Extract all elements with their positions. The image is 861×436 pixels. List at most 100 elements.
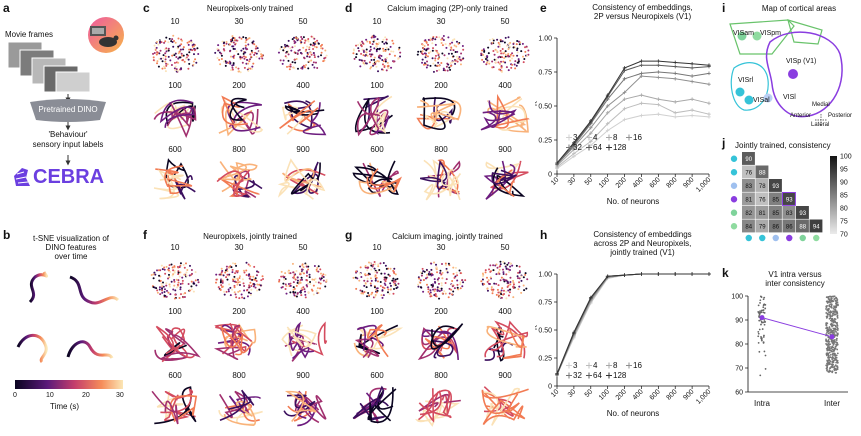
embedding-point <box>373 286 376 289</box>
legend-marker-16 <box>626 362 632 369</box>
embedding-point <box>179 262 182 265</box>
embedding-point <box>522 284 525 287</box>
embedding-point <box>161 67 164 70</box>
series-point-3 <box>605 128 610 133</box>
embedding-point <box>304 39 307 42</box>
embedding-point <box>500 276 503 279</box>
embedding-point <box>284 283 287 286</box>
inter-point <box>828 358 830 360</box>
embedding-point <box>385 46 388 49</box>
embedding-point <box>231 271 234 274</box>
embedding-d-100 <box>354 95 394 137</box>
embedding-point <box>177 279 180 282</box>
inter-point <box>832 314 834 317</box>
embedding-point <box>231 35 234 38</box>
inter-point <box>831 299 834 302</box>
series-line-128 <box>556 60 710 164</box>
embedding-point <box>423 52 426 55</box>
embedding-point <box>223 49 226 52</box>
embedding-point <box>508 291 511 294</box>
grid-label-50: 50 <box>501 17 510 26</box>
embedding-point <box>173 278 176 281</box>
embedding-point <box>482 275 485 278</box>
embedding-trajectory <box>218 161 252 181</box>
embedding-point <box>426 273 429 276</box>
intra-point <box>762 306 765 309</box>
embedding-point <box>428 273 431 276</box>
embedding-point <box>320 272 323 275</box>
embedding-point <box>233 37 236 40</box>
legend-label-64: 64 <box>593 371 602 380</box>
embedding-point <box>245 273 248 276</box>
embedding-point <box>195 61 198 64</box>
embedding-point <box>321 43 324 46</box>
embedding-point <box>187 54 190 57</box>
embedding-point <box>313 66 316 69</box>
embedding-point <box>369 277 372 280</box>
embedding-point <box>177 61 180 64</box>
inter-point <box>826 302 829 304</box>
embedding-point <box>386 61 389 64</box>
panel-label-k: k <box>722 266 729 280</box>
embedding-point <box>447 36 450 39</box>
embedding-point <box>221 286 224 289</box>
embedding-point <box>165 64 168 67</box>
embedding-trajectory <box>160 388 194 414</box>
heatmap-value: 85 <box>772 198 779 204</box>
embedding-point <box>397 57 400 60</box>
embedding-point <box>381 296 384 299</box>
embedding-point <box>480 280 483 283</box>
embedding-point <box>177 57 180 60</box>
embedding-point <box>173 265 176 268</box>
embedding-point <box>360 59 363 62</box>
embedding-point <box>386 65 389 68</box>
embedding-point <box>152 59 155 62</box>
embedding-point <box>155 287 158 290</box>
embedding-trajectory <box>358 162 398 195</box>
embedding-point <box>310 59 313 62</box>
inter-point <box>828 347 831 350</box>
series-line-16 <box>556 75 710 165</box>
embedding-point <box>258 50 261 53</box>
embedding-trajectory <box>366 168 403 193</box>
embedding-point <box>482 60 485 63</box>
embedding-point <box>292 292 295 295</box>
series-point-64 <box>639 63 644 67</box>
embedding-point <box>502 289 505 292</box>
embedding-point <box>235 50 238 53</box>
embedding-point <box>302 272 305 275</box>
embedding-point <box>284 55 287 58</box>
embedding-point <box>500 71 503 74</box>
embedding-point <box>357 49 360 52</box>
embedding-point <box>314 61 317 64</box>
embedding-point <box>503 293 506 296</box>
embedding-point <box>419 271 422 274</box>
embedding-point <box>454 51 457 54</box>
embedding-point <box>433 280 436 283</box>
x-tick-label-600: 600 <box>649 388 662 401</box>
embedding-point <box>429 295 432 298</box>
series-point-3 <box>673 115 678 119</box>
embedding-point <box>491 41 494 44</box>
inter-point <box>825 300 828 303</box>
embedding-point <box>157 269 160 272</box>
series-line-4 <box>556 102 710 168</box>
embedding-point <box>254 286 257 289</box>
embedding-point <box>429 293 432 296</box>
embedding-point <box>184 262 187 265</box>
embedding-point <box>322 279 325 282</box>
embedding-point <box>240 293 243 296</box>
panel-c-title: Neuropixels-only trained <box>206 4 294 13</box>
embedding-point <box>419 50 422 53</box>
embedding-point <box>380 294 383 297</box>
embedding-point <box>261 275 264 278</box>
embedding-point <box>495 49 498 52</box>
embedding-point <box>392 292 395 295</box>
embedding-trajectory <box>482 399 524 426</box>
intra-point <box>758 315 760 318</box>
embedding-d-30 <box>416 35 465 73</box>
embedding-point <box>375 291 378 294</box>
embedding-point <box>231 268 234 271</box>
embedding-point <box>362 62 365 65</box>
